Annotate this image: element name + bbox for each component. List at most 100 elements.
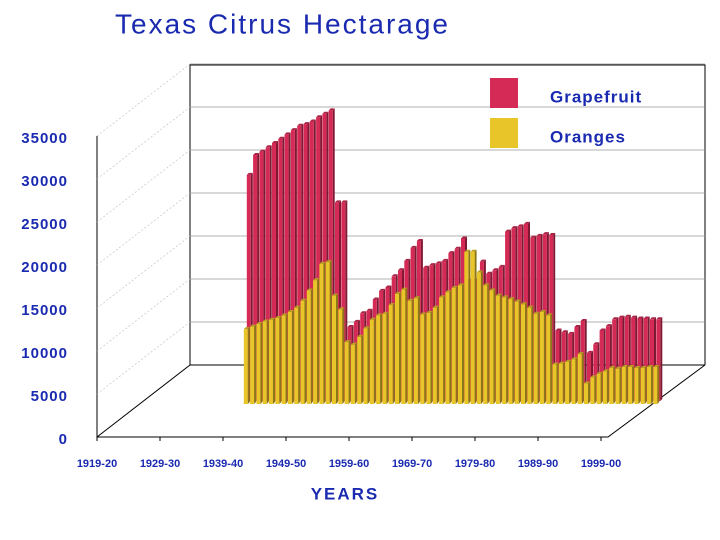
bar-face	[350, 342, 357, 345]
bar-face	[493, 288, 496, 404]
bar-face	[600, 371, 603, 404]
bar	[615, 366, 622, 404]
bar-face	[590, 375, 597, 378]
x-tick-label: 1919-20	[77, 458, 117, 470]
bar	[357, 334, 364, 404]
bar-face	[555, 328, 562, 331]
bar-face	[643, 316, 650, 319]
bar-face	[413, 298, 418, 404]
bar	[350, 342, 357, 404]
bar-face	[250, 326, 255, 404]
bar-face	[279, 316, 282, 404]
bar-face	[328, 108, 335, 111]
bar-face	[581, 352, 584, 404]
bar-face	[287, 311, 292, 404]
bar-face	[552, 362, 559, 365]
bar-face	[350, 344, 355, 404]
bar-face	[553, 233, 556, 401]
bar-face	[650, 319, 654, 401]
bar	[445, 290, 452, 404]
bar-face	[323, 261, 326, 404]
bar	[338, 307, 345, 404]
bar-face	[653, 367, 658, 404]
bar-face	[461, 236, 467, 239]
bar-face	[354, 342, 357, 404]
bar	[546, 313, 553, 404]
bar-face	[335, 200, 341, 203]
y-tick-label: 0	[59, 431, 68, 448]
bar-face	[451, 287, 456, 404]
bar-face	[468, 249, 471, 404]
bar-face	[281, 315, 286, 404]
bar-face	[338, 307, 345, 310]
bar-face	[596, 373, 601, 404]
bar	[577, 352, 584, 404]
bar-face	[638, 365, 641, 404]
bar-face	[369, 319, 374, 404]
bar-face	[502, 297, 507, 404]
bar-face	[297, 123, 304, 126]
bar-face	[347, 325, 354, 328]
bar-face	[357, 334, 364, 337]
bar-face	[514, 299, 521, 302]
bar-face	[521, 302, 527, 305]
bar-face	[332, 295, 336, 404]
bar-face	[495, 293, 502, 296]
bar-face	[332, 293, 338, 296]
bar-face	[376, 313, 383, 316]
bar	[539, 309, 546, 404]
bar-face	[634, 367, 639, 404]
bar-face	[454, 246, 461, 249]
bar-face	[458, 283, 464, 286]
bar	[369, 317, 376, 404]
bar-face	[388, 305, 393, 404]
bar-face	[328, 110, 333, 401]
bar-face	[593, 344, 598, 401]
bar-face	[492, 268, 499, 271]
bar-face	[558, 363, 563, 404]
bar-face	[612, 319, 617, 401]
bar-face	[391, 274, 398, 277]
bar-face	[353, 319, 360, 322]
bar-face	[426, 312, 431, 404]
bar-face	[399, 291, 401, 404]
y-tick-label: 25000	[21, 216, 68, 233]
bar-face	[656, 319, 661, 401]
bar-face	[411, 298, 414, 404]
bar-face	[539, 311, 544, 404]
bar	[262, 319, 269, 404]
bar-face	[445, 292, 450, 404]
bar	[596, 371, 603, 404]
grid-line	[96, 63, 191, 137]
bar-face	[464, 251, 469, 404]
bar-face	[602, 369, 609, 372]
bar-face	[495, 295, 500, 404]
bar	[344, 340, 351, 404]
bar-face	[518, 299, 521, 404]
legend-swatch	[490, 78, 518, 108]
bar-face	[546, 315, 551, 404]
bar-face	[348, 340, 351, 404]
bar-face	[319, 261, 326, 264]
bar-face	[338, 309, 343, 404]
bar-face	[303, 124, 308, 401]
bar-face	[647, 365, 653, 368]
legend-label: Grapefruit	[550, 87, 642, 106]
bar	[313, 278, 320, 404]
bar-face	[265, 147, 270, 401]
bar-face	[432, 305, 439, 308]
bar-face	[256, 322, 263, 325]
bar-face	[584, 381, 590, 384]
grid-line	[96, 278, 191, 352]
bar-face	[376, 315, 381, 404]
bar-face	[272, 141, 278, 143]
bar-face	[341, 200, 348, 203]
bar-face	[329, 260, 332, 404]
bar	[533, 311, 540, 404]
bar-face	[506, 295, 509, 404]
bar-face	[336, 293, 338, 404]
bar-face	[369, 317, 376, 320]
grid-line	[96, 321, 191, 395]
x-tick-label: 1989-90	[518, 458, 558, 470]
bar-face	[294, 307, 299, 404]
